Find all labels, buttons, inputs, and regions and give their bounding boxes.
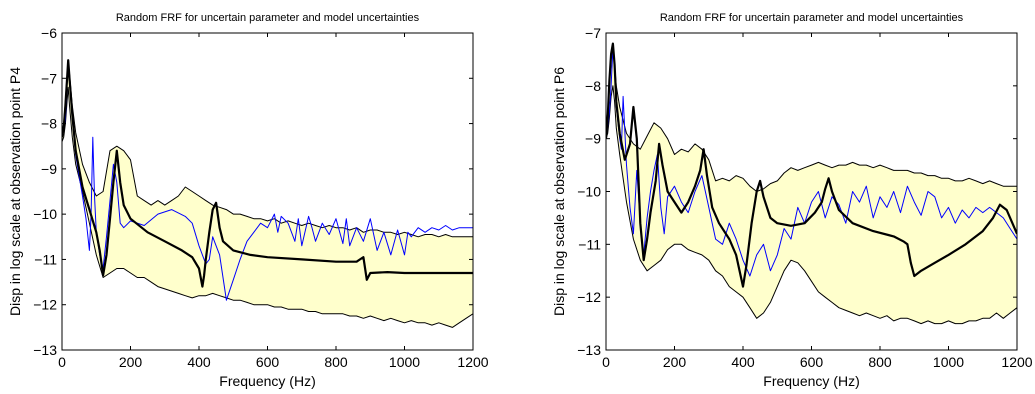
sample-line	[62, 59, 473, 301]
y-axis-label: Disp in log scale at observation point P…	[551, 67, 567, 316]
x-tick-label: 400	[731, 354, 755, 370]
chart-title: Random FRF for uncertain parameter and m…	[116, 12, 420, 24]
x-axis-label: Frequency (Hz)	[219, 373, 315, 389]
y-tick-label: −8	[585, 78, 601, 94]
x-axis-label: Frequency (Hz)	[763, 373, 859, 389]
confidence-band	[62, 60, 473, 328]
y-tick-label: −8	[41, 116, 57, 132]
y-tick-label: −11	[578, 236, 601, 252]
y-tick-label: −12	[33, 297, 57, 313]
y-tick-label: −13	[33, 342, 57, 358]
y-tick-label: −10	[577, 184, 601, 200]
y-tick-label: −6	[41, 25, 57, 41]
x-tick-label: 800	[868, 354, 892, 370]
plot-area	[62, 59, 473, 328]
chart-panel-2: 0 200 400 600 800 1000 1200 −13 −12 −11 −10 −9 −8 −7 R…	[551, 12, 1033, 389]
y-tick-label: −7	[41, 70, 57, 86]
x-tick-label: 1200	[457, 354, 488, 370]
confidence-band	[606, 48, 1017, 324]
x-tick-label: 800	[324, 354, 348, 370]
y-tick-label: −11	[34, 251, 57, 267]
x-tick-label: 0	[58, 354, 66, 370]
x-tick-label: 1000	[389, 354, 420, 370]
y-tick-label: −9	[585, 131, 601, 147]
x-tick-label: 600	[800, 354, 824, 370]
chart-title: Random FRF for uncertain parameter and m…	[660, 12, 964, 24]
mean-line	[606, 42, 1017, 288]
plot-area	[606, 42, 1017, 325]
x-tick-label: 200	[663, 354, 687, 370]
x-tick-label: 1000	[933, 354, 964, 370]
x-tick-label: 200	[119, 354, 143, 370]
x-tick-label: 1200	[1001, 354, 1032, 370]
mean-line	[62, 59, 473, 288]
y-tick-label: −9	[41, 161, 57, 177]
sample-line	[606, 48, 1017, 277]
y-tick-label: −12	[577, 289, 601, 305]
x-tick-label: 600	[256, 354, 280, 370]
chart-panel-1: 0 200 400 600 800 1000 1200 −13 −12 −11 −10 −9 −8 −7 −…	[7, 12, 489, 389]
y-tick-label: −10	[33, 206, 57, 222]
x-tick-label: 0	[602, 354, 610, 370]
x-tick-label: 400	[187, 354, 211, 370]
y-axis-label: Disp in log scale at observation point P…	[7, 67, 23, 316]
y-tick-label: −7	[585, 25, 601, 41]
band-lower-line	[606, 85, 1017, 325]
band-upper-line	[606, 48, 1017, 192]
y-tick-label: −13	[577, 342, 601, 358]
